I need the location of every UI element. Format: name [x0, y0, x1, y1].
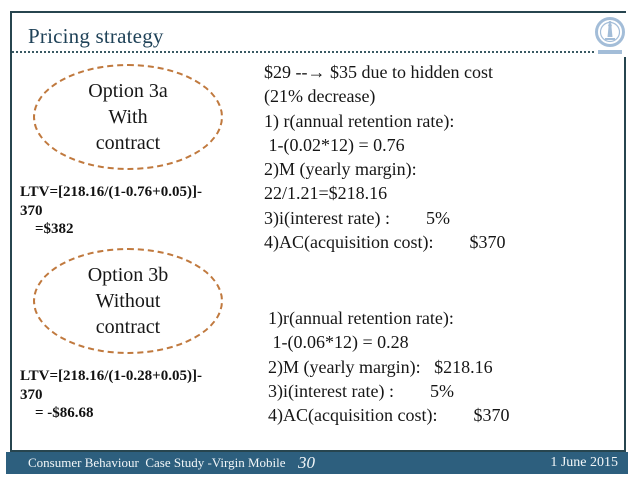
detail-line: 3)i(interest rate) : 5% — [268, 380, 454, 401]
detail-line: 3)i(interest rate) : 5% — [264, 207, 450, 228]
option-3b-label-line: Without — [95, 290, 161, 312]
option-3a-label-line: contract — [95, 132, 161, 154]
detail-line: 4)AC(acquisition cost): $370 — [268, 405, 510, 426]
detail-line: 1-(0.02*12) = 0.76 — [264, 134, 405, 155]
slide-border-frame — [10, 11, 626, 452]
option-3a-oval: Option 3a With contract — [33, 64, 223, 170]
detail-line: $29 --→ $35 due to hidden cost — [264, 62, 493, 82]
detail-line: 2)M (yearly margin): — [264, 159, 417, 180]
option-3b-ltv-formula: LTV=[218.16/(1-0.28+0.05)]- 370 = -$86.6… — [20, 367, 265, 423]
option-3a-ltv-formula: LTV=[218.16/(1-0.76+0.05)]- 370 =$382 — [20, 183, 265, 239]
footer-date: 1 June 2015 — [550, 455, 618, 470]
detail-line: 1-(0.06*12) = 0.28 — [268, 332, 409, 353]
ltv-line: = -$86.68 — [20, 405, 94, 421]
option-3a-details: $29 --→ $35 due to hidden cost (21% decr… — [264, 60, 505, 254]
detail-line: 22/1.21=$218.16 — [264, 183, 388, 204]
option-3a-label-line: Option 3a — [88, 80, 168, 102]
ltv-line: LTV=[218.16/(1-0.76+0.05)]- — [20, 184, 202, 200]
detail-line: 1)r(annual retention rate): — [268, 308, 454, 328]
footer-page-number: 30 — [298, 453, 315, 472]
footer-course-label: Consumer Behaviour Case Study -Virgin Mo… — [28, 455, 286, 470]
title-dotted-divider — [12, 51, 626, 53]
detail-line: 1) r(annual retention rate): — [264, 110, 455, 131]
detail-line: 4)AC(acquisition cost): $370 — [264, 232, 506, 253]
option-3b-oval: Option 3b Without contract — [33, 248, 223, 354]
ltv-line: 370 — [20, 202, 43, 219]
ltv-line: =$382 — [20, 221, 74, 237]
ltv-line: LTV=[218.16/(1-0.28+0.05)]- — [20, 368, 202, 384]
option-3b-label-line: contract — [95, 316, 161, 338]
detail-line: 2)M (yearly margin): $218.16 — [268, 356, 493, 377]
option-3b-details: 1)r(annual retention rate): 1-(0.06*12) … — [268, 306, 509, 427]
option-3b-label-line: Option 3b — [87, 264, 169, 286]
iimb-logo-icon — [594, 13, 626, 57]
slide-title: Pricing strategy — [28, 24, 164, 48]
footer-bar: Consumer Behaviour Case Study -Virgin Mo… — [6, 452, 628, 474]
option-3a-label-line: With — [108, 106, 148, 128]
detail-line: (21% decrease) — [264, 86, 376, 107]
ltv-line: 370 — [20, 386, 43, 403]
